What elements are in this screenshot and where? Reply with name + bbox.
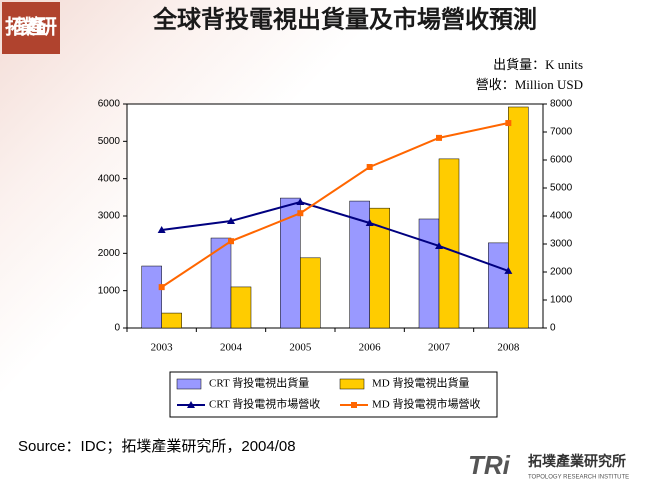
marker <box>227 217 235 225</box>
x-tick-label: 2008 <box>497 342 520 354</box>
marker <box>435 241 443 249</box>
logo-block <box>2 2 60 54</box>
marker <box>296 198 305 205</box>
unit-note: 營收：Million USD <box>476 77 583 92</box>
marker <box>157 226 166 233</box>
legend-swatch <box>176 378 202 390</box>
marker <box>366 164 373 170</box>
bar <box>141 265 162 329</box>
legend-swatch <box>339 378 365 390</box>
legend-marker <box>187 401 195 408</box>
marker <box>158 284 165 291</box>
y-tick-label: 3000 <box>98 211 121 222</box>
y-tick-label: 2000 <box>98 248 121 259</box>
logo-name: 拓墣產業研究所 <box>528 453 626 470</box>
y-tick-label: 0 <box>114 323 120 334</box>
bar <box>210 237 232 329</box>
y-tick-label: 5000 <box>98 136 121 147</box>
legend-label: CRT 背投電視市場營收 <box>209 397 320 411</box>
y-tick-label: 4000 <box>98 173 121 184</box>
unit-note: 出貨量：K units <box>493 57 583 72</box>
logo-brand: TRi <box>468 450 511 480</box>
legend <box>169 371 498 418</box>
legend-marker <box>351 402 357 408</box>
line <box>161 122 509 288</box>
line <box>161 200 509 272</box>
marker <box>505 120 512 127</box>
bar <box>438 158 460 329</box>
bar <box>300 257 321 329</box>
logo-corner: 拓墣產研 <box>5 15 57 39</box>
bar <box>418 218 440 329</box>
marker <box>228 238 234 245</box>
bar <box>161 312 182 329</box>
y-tick-label: 1000 <box>98 285 121 296</box>
y2-tick-label: 2000 <box>550 267 573 278</box>
y2-tick-label: 8000 <box>550 99 573 110</box>
legend-label: MD 背投電視市場營收 <box>372 397 480 411</box>
marker <box>365 219 374 226</box>
logo-name-en: TOPOLOGY RESEARCH INSTITUTE <box>528 475 629 481</box>
y2-tick-label: 3000 <box>550 239 573 250</box>
marker <box>297 210 304 217</box>
bar <box>369 207 390 329</box>
x-tick-label: 2007 <box>428 342 451 354</box>
x-tick-label: 2004 <box>220 342 243 354</box>
source: Source：IDC；拓墣產業研究所，2004/08 <box>18 438 296 455</box>
bar <box>508 106 529 329</box>
marker <box>504 266 513 274</box>
x-tick-label: 2006 <box>359 342 382 354</box>
y2-tick-label: 4000 <box>550 211 573 222</box>
chart-title: 全球背投電視出貨量及市場營收預測 <box>152 6 537 34</box>
y2-tick-label: 6000 <box>550 155 573 166</box>
y-tick-label: 6000 <box>98 99 121 110</box>
y2-tick-label: 0 <box>550 323 556 334</box>
legend-label: CRT 背投電視出貨量 <box>209 376 309 390</box>
x-tick-label: 2003 <box>151 342 174 354</box>
bar <box>488 242 509 329</box>
y2-tick-label: 1000 <box>550 295 573 306</box>
marker <box>436 134 442 141</box>
y2-tick-label: 5000 <box>550 183 573 194</box>
plot-area <box>126 103 544 329</box>
y2-tick-label: 7000 <box>550 127 573 138</box>
legend-label: MD 背投電視出貨量 <box>372 376 469 390</box>
bar <box>230 286 252 329</box>
x-tick-label: 2005 <box>289 342 312 354</box>
